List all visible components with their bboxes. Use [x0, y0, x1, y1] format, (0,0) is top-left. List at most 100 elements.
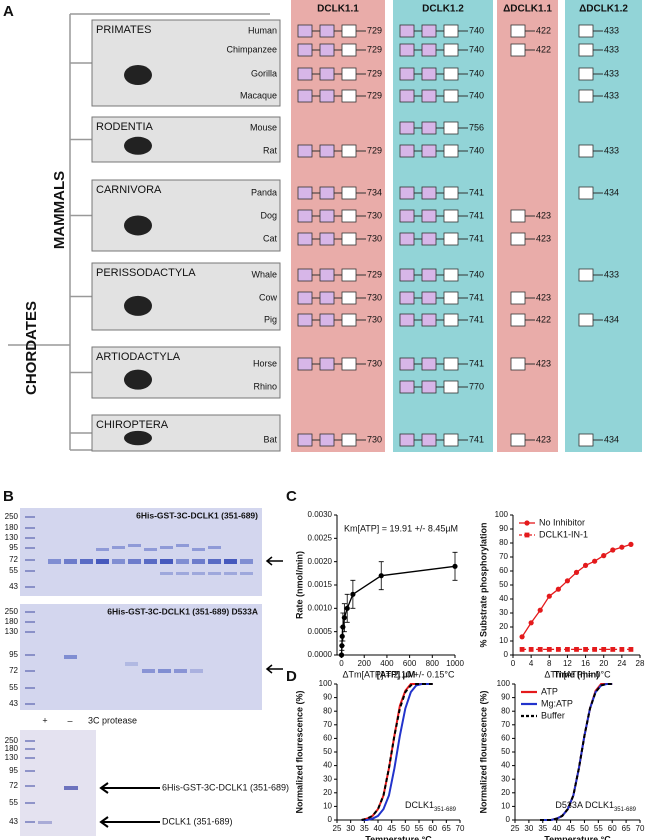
point — [582, 562, 589, 569]
y-axis-label: % Substrate phosphorylation — [478, 522, 488, 647]
domain-box — [399, 121, 415, 135]
kinase-box — [341, 24, 357, 38]
group-box — [91, 262, 281, 331]
point — [628, 541, 634, 548]
kinase-box — [443, 24, 459, 38]
isoform-length: 730 — [367, 434, 382, 444]
domain-box — [399, 186, 415, 200]
x-tick-label: 30 — [346, 824, 355, 833]
ladder-band — [25, 703, 35, 705]
y-tick-label: 10 — [323, 802, 332, 811]
series-line — [540, 683, 613, 821]
series-line — [521, 543, 632, 638]
isoform-length: 433 — [604, 90, 619, 100]
kinase-box — [341, 433, 357, 447]
isoform-length: 770 — [469, 381, 484, 391]
clade-label: CHORDATES — [23, 301, 40, 395]
protein-band — [112, 559, 125, 564]
panel-label: B — [3, 488, 14, 505]
domain-box — [421, 209, 437, 223]
point — [601, 647, 607, 652]
animal-icon — [124, 430, 152, 446]
domain-box — [319, 89, 335, 103]
y-tick-label: 100 — [319, 679, 333, 688]
ladder-band — [25, 621, 35, 623]
clade-label: MAMMALS — [51, 171, 68, 249]
x-tick-label: 50 — [580, 824, 589, 833]
band-label: DCLK1 (351-689) — [162, 816, 233, 826]
x-axis-label: Temperature °C — [544, 834, 611, 840]
y-tick-label: 70 — [501, 720, 510, 729]
isoform-length: 734 — [367, 187, 382, 197]
domain-box — [421, 268, 437, 282]
arrow — [265, 664, 283, 674]
point — [565, 647, 570, 652]
x-tick-label: 50 — [401, 824, 410, 833]
animal-icon — [124, 295, 152, 316]
isoform-length: 433 — [604, 269, 619, 279]
isoform-length: 740 — [469, 25, 484, 35]
y-tick-label: 60 — [499, 566, 508, 575]
species-name: Bat — [263, 434, 277, 444]
isoform-length: 741 — [469, 187, 484, 197]
isoform-length: 422 — [536, 25, 551, 35]
ladder-label: 130 — [5, 627, 19, 636]
gel — [20, 604, 262, 710]
series-line — [340, 565, 456, 656]
group-name: PERISSODACTYLA — [96, 267, 196, 279]
domain-box — [297, 232, 313, 246]
x-tick-label: 35 — [538, 824, 547, 833]
point — [344, 605, 350, 611]
legend-marker — [524, 532, 530, 538]
kinase-box — [341, 43, 357, 57]
domain-box — [319, 232, 335, 246]
y-tick-label: 10 — [501, 802, 510, 811]
legend-marker — [524, 520, 530, 526]
kinase-box — [510, 357, 526, 371]
isoform-length: 422 — [536, 44, 551, 54]
ladder-label: 43 — [9, 582, 18, 591]
y-tick-label: 30 — [499, 608, 508, 617]
domain-box — [319, 24, 335, 38]
domain-box — [421, 357, 437, 371]
kinase-box — [510, 313, 526, 327]
protein-band — [224, 572, 237, 575]
isoform-length: 729 — [367, 145, 382, 155]
ladder-band — [25, 586, 35, 588]
x-tick-label: 800 — [426, 659, 440, 668]
protein-band — [174, 669, 187, 673]
y-tick-label: 70 — [499, 552, 508, 561]
kinase-box — [578, 89, 594, 103]
point — [564, 578, 571, 584]
protein-band — [64, 655, 77, 659]
x-tick-label: 16 — [581, 659, 590, 668]
protein-band — [160, 559, 173, 564]
x-axis-label: Time (min) — [554, 669, 599, 679]
protease-lane: – — [67, 715, 72, 725]
group-name: RODENTIA — [96, 121, 154, 133]
y-tick-label: 30 — [501, 774, 510, 783]
domain-box — [319, 209, 335, 223]
point — [528, 620, 534, 626]
ladder-band — [25, 570, 35, 572]
point — [350, 591, 356, 597]
species-name: Mouse — [250, 122, 277, 132]
y-tick-label: 40 — [323, 761, 332, 770]
domain-box — [319, 268, 335, 282]
panel-label: C — [286, 488, 297, 505]
column-header: DCLK1.2 — [422, 4, 464, 15]
isoform-length: 434 — [604, 434, 619, 444]
domain-box — [399, 232, 415, 246]
y-tick-label: 50 — [501, 747, 510, 756]
x-tick-label: 70 — [636, 824, 645, 833]
chart-title: Km[ATP] = 19.91 +/- 8.45µM — [344, 523, 458, 533]
isoform-length: 756 — [469, 122, 484, 132]
isoform-length: 434 — [604, 187, 619, 197]
y-tick-label: 30 — [323, 774, 332, 783]
domain-box — [399, 67, 415, 81]
isoform-length: 741 — [469, 434, 484, 444]
band-label: 6His-GST-3C-DCLK1 (351-689) — [162, 782, 289, 792]
domain-box — [297, 24, 313, 38]
ladder-label: 43 — [9, 817, 18, 826]
